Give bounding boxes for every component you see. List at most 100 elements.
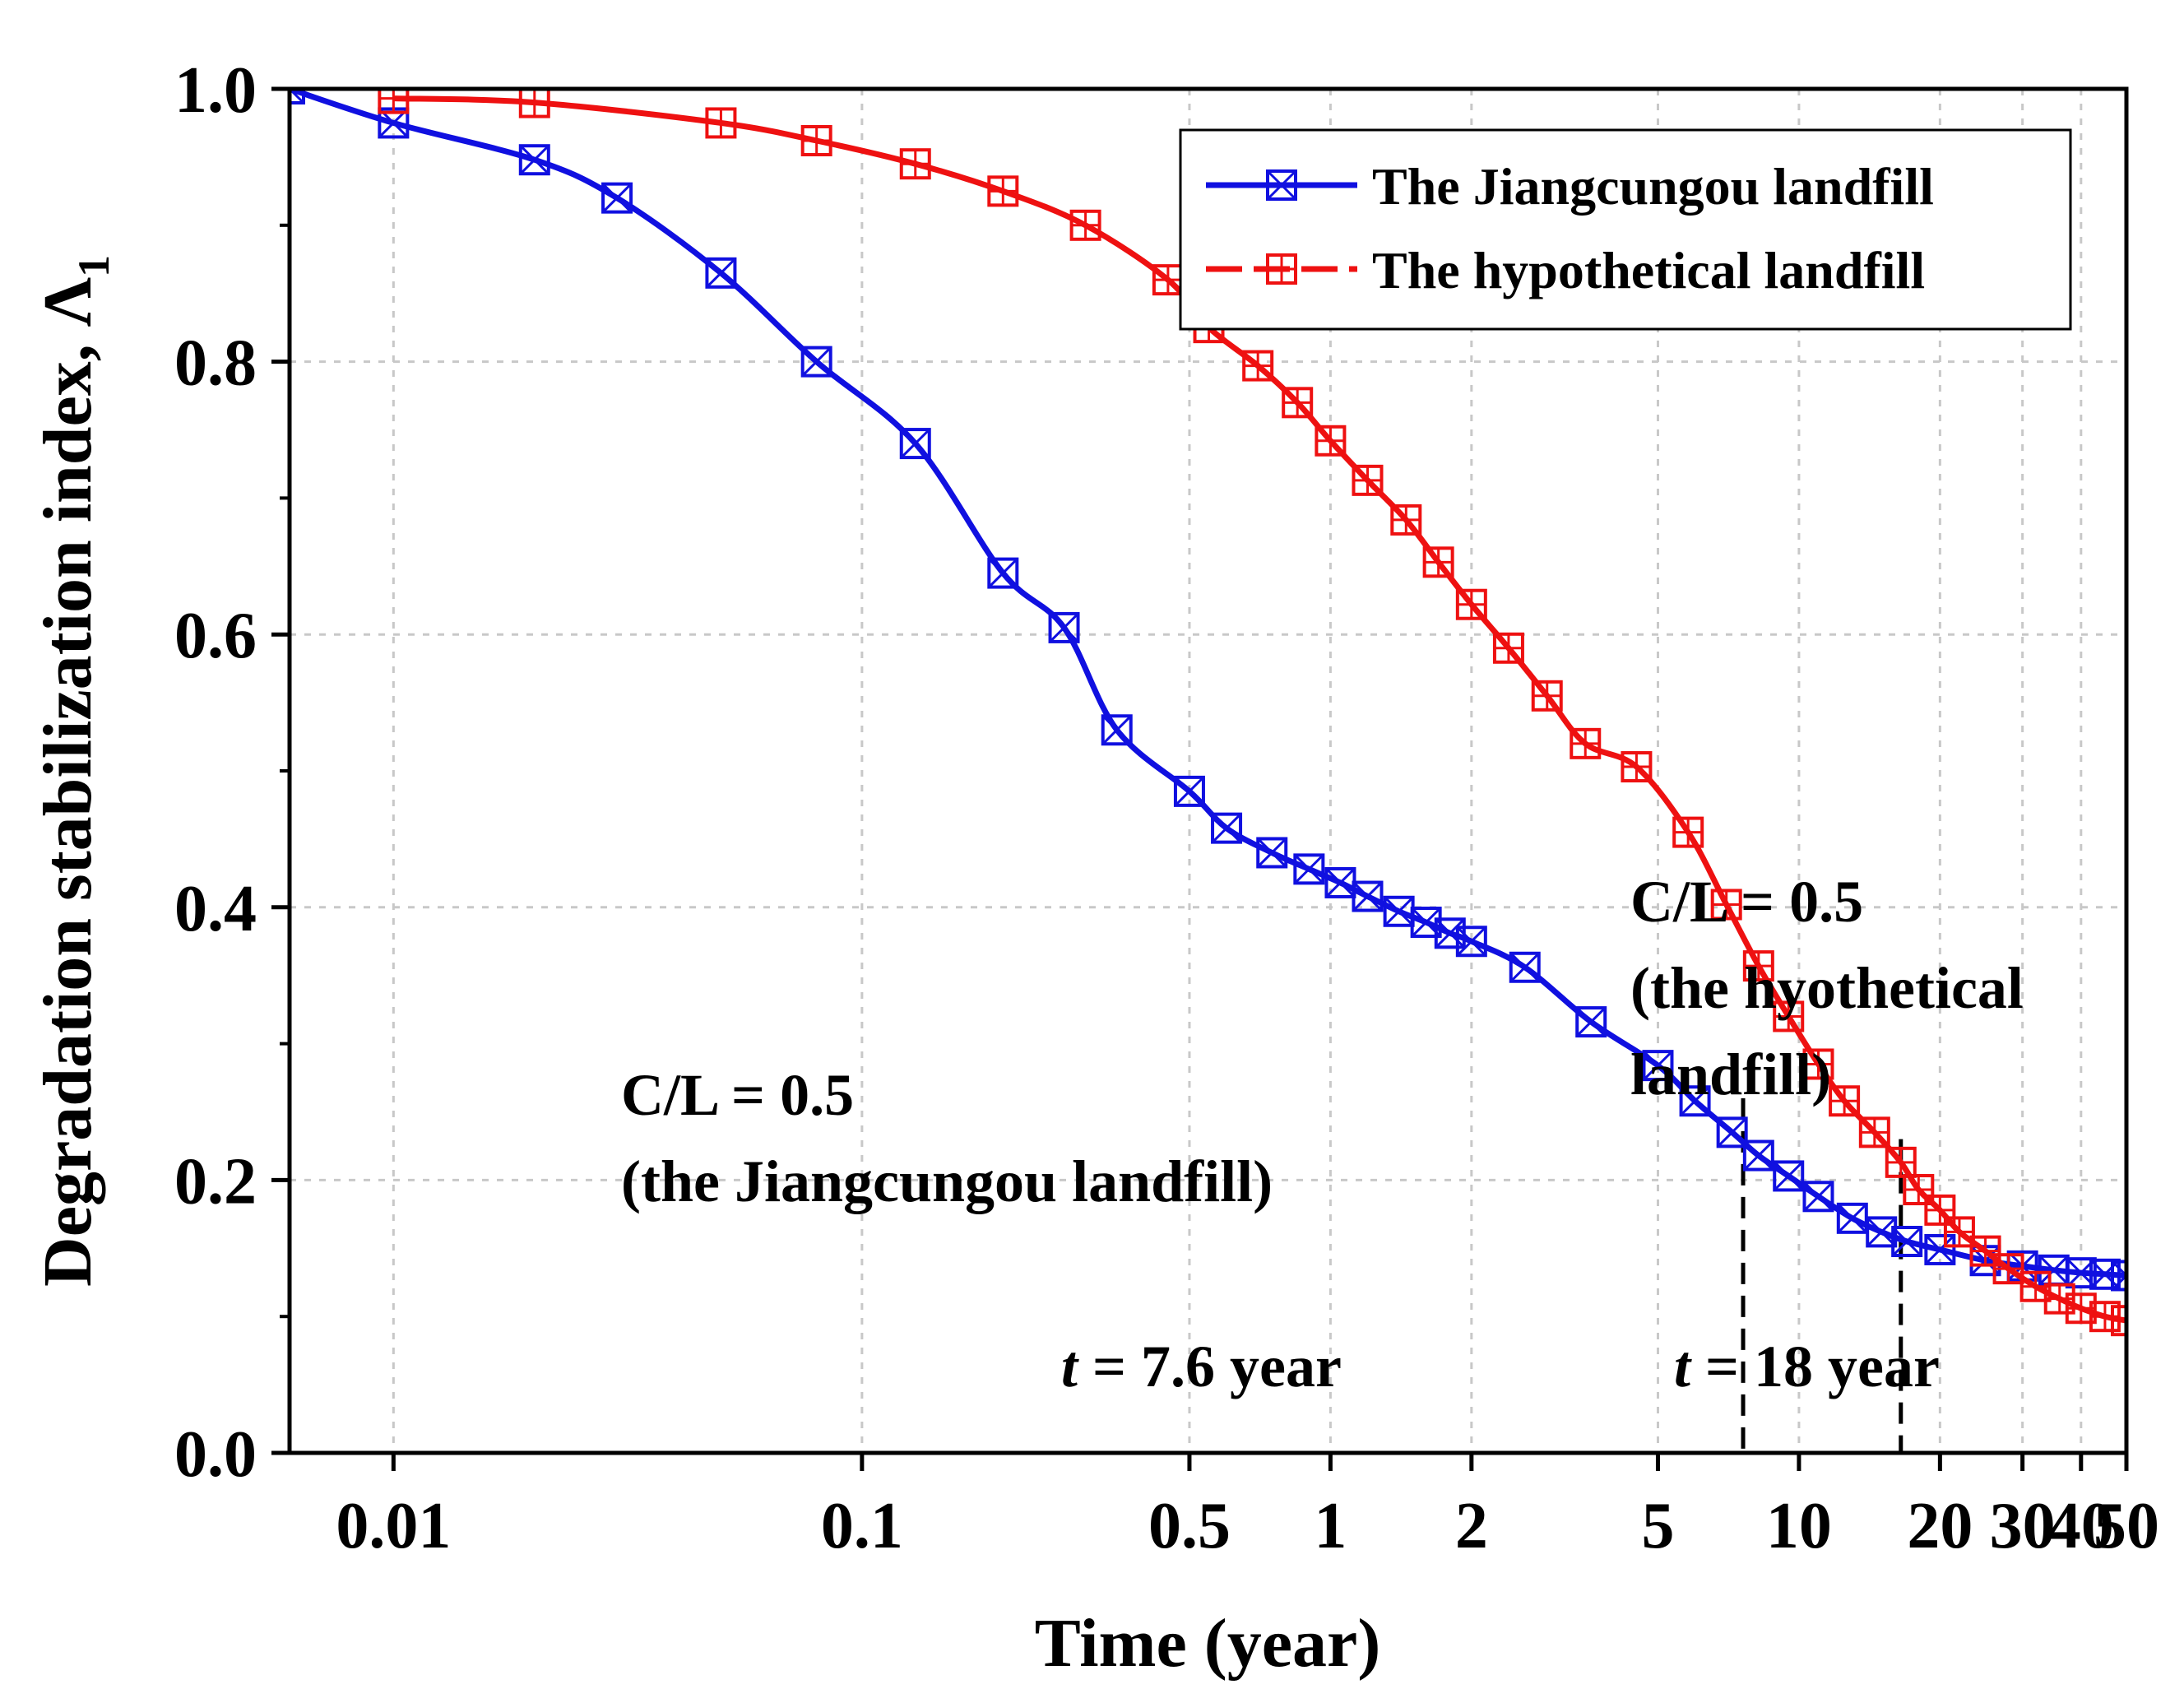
annotation-jiangcungou-line1: C/L = 0.5: [621, 1062, 854, 1128]
data-point-hypothetical-13: [1390, 503, 1422, 536]
data-point-hypothetical-37: [2111, 1305, 2126, 1337]
annotation-t1-value: = 7.6 year: [1078, 1334, 1342, 1399]
annotation-hypothetical-line1: C/L = 0.5: [1630, 869, 1863, 935]
data-point-jiangcungou-2: [518, 144, 550, 176]
data-point-jiangcungou-24: [1716, 1116, 1748, 1148]
data-point-hypothetical-16: [1492, 632, 1524, 664]
data-point-jiangcungou-11: [1211, 812, 1243, 844]
legend-label-hypothetical: The hypothetical landfill: [1372, 241, 1925, 299]
data-point-hypothetical-12: [1352, 464, 1384, 496]
x-tick-label-3: 1: [1314, 1490, 1347, 1562]
x-tick-label-7: 20: [1907, 1490, 1973, 1562]
data-point-hypothetical-25: [1829, 1085, 1861, 1117]
x-tick-label-0: 0.01: [336, 1490, 451, 1562]
svg-text:Degradation stabilization inde: Degradation stabilization index, Λ1: [30, 255, 118, 1287]
data-point-jiangcungou-20: [1509, 951, 1541, 983]
annotation-dashed-lines: [1741, 1097, 1903, 1453]
data-point-hypothetical-6: [1069, 209, 1101, 241]
data-point-hypothetical-4: [899, 148, 931, 180]
data-point-hypothetical-17: [1531, 680, 1563, 712]
data-point-jiangcungou-13: [1293, 853, 1325, 885]
data-point-jiangcungou-25: [1742, 1139, 1774, 1172]
data-point-hypothetical-30: [1943, 1216, 1975, 1248]
annotation-t2-var: t: [1674, 1334, 1692, 1399]
y-axis-title-group: Degradation stabilization index, Λ1: [30, 255, 118, 1287]
data-point-jiangcungou-29: [1866, 1216, 1898, 1248]
data-point-hypothetical-28: [1903, 1174, 1935, 1206]
x-tick-label-2: 0.5: [1148, 1490, 1231, 1562]
data-point-hypothetical-11: [1315, 425, 1347, 457]
y-tick-label-2: 0.4: [174, 873, 257, 945]
data-point-hypothetical-26: [1858, 1116, 1890, 1148]
data-point-hypothetical-19: [1621, 751, 1653, 783]
y-axis-title-subscript: 1: [69, 255, 118, 277]
data-point-hypothetical-27: [1885, 1146, 1917, 1178]
data-point-jiangcungou-19: [1455, 926, 1487, 958]
annotation-t1-var: t: [1061, 1334, 1079, 1399]
data-point-jiangcungou-30: [1891, 1226, 1923, 1258]
annotation-t2-value: = 18 year: [1690, 1334, 1940, 1399]
annotation-t2: t = 18 year: [1674, 1334, 1940, 1399]
data-point-hypothetical-10: [1282, 387, 1314, 419]
y-tick-label-5: 1.0: [174, 54, 257, 127]
data-point-jiangcungou-9: [1101, 714, 1133, 746]
data-point-jiangcungou-27: [1802, 1181, 1834, 1213]
axis-ticks: [271, 86, 2129, 1471]
data-point-hypothetical-22: [1742, 950, 1774, 982]
data-point-jiangcungou-15: [1352, 880, 1384, 912]
data-point-hypothetical-15: [1455, 588, 1487, 620]
y-tick-label-3: 0.6: [174, 600, 257, 672]
data-point-hypothetical-9: [1242, 350, 1274, 382]
data-point-jiangcungou-12: [1256, 837, 1288, 869]
annotation-hypothetical-line2: (the hyothetical: [1630, 955, 2024, 1021]
x-tick-label-9: 40: [2048, 1490, 2114, 1562]
data-point-hypothetical-2: [705, 107, 737, 139]
data-point-hypothetical-21: [1710, 889, 1742, 921]
data-point-jiangcungou-7: [987, 557, 1019, 589]
data-point-hypothetical-29: [1924, 1194, 1956, 1226]
data-point-hypothetical-20: [1672, 816, 1704, 848]
data-point-hypothetical-31: [1969, 1235, 2001, 1267]
x-tick-label-1: 0.1: [821, 1490, 903, 1562]
x-tick-label-6: 10: [1766, 1490, 1832, 1562]
legend-marker-symbol: [1266, 253, 1297, 285]
data-point-jiangcungou-4: [705, 257, 737, 289]
data-point-jiangcungou-8: [1048, 611, 1080, 643]
data-point-hypothetical-32: [1992, 1253, 2024, 1285]
data-point-jiangcungou-3: [601, 182, 633, 214]
x-axis-title: Time (year): [1035, 1605, 1381, 1682]
data-point-hypothetical-5: [987, 175, 1019, 207]
legend-marker-hypothetical: [1266, 253, 1297, 285]
legend-box: [1179, 128, 2072, 331]
legend-label-jiangcungou: The Jiangcungou landfill: [1372, 157, 1934, 216]
y-tick-label-1: 0.2: [174, 1145, 257, 1218]
x-tick-label-4: 2: [1455, 1490, 1488, 1562]
data-point-jiangcungou-31: [1924, 1233, 1956, 1265]
y-tick-label-0: 0.0: [174, 1418, 257, 1491]
data-point-jiangcungou-10: [1173, 775, 1205, 807]
data-point-jiangcungou-5: [800, 346, 832, 378]
annotation-hypothetical-line3: landfill): [1630, 1042, 1831, 1107]
data-point-hypothetical-24: [1802, 1048, 1834, 1080]
x-tick-label-5: 5: [1641, 1490, 1674, 1562]
data-point-jiangcungou-37: [2111, 1260, 2126, 1292]
data-point-jiangcungou-23: [1679, 1085, 1711, 1117]
data-point-hypothetical-3: [800, 125, 832, 157]
x-tick-label-10: 50: [2094, 1490, 2159, 1562]
series-1: [378, 89, 2126, 1337]
series-layer: [290, 89, 2126, 1337]
data-point-hypothetical-1: [518, 89, 550, 118]
data-point-hypothetical-34: [2043, 1283, 2075, 1315]
y-axis-title: Degradation stabilization index, Λ: [30, 277, 106, 1287]
data-point-jiangcungou-22: [1642, 1050, 1674, 1082]
data-point-jiangcungou-0: [290, 89, 305, 104]
data-point-hypothetical-23: [1773, 1000, 1805, 1032]
data-point-jiangcungou-6: [899, 428, 931, 460]
y-tick-label-4: 0.8: [174, 327, 257, 400]
legend-marker-jiangcungou: [1266, 169, 1297, 201]
annotations: C/L = 0.5 (the Jiangcungou landfill) C/L…: [621, 869, 2024, 1399]
x-tick-label-8: 30: [1990, 1490, 2056, 1562]
annotation-jiangcungou-line2: (the Jiangcungou landfill): [621, 1148, 1273, 1214]
